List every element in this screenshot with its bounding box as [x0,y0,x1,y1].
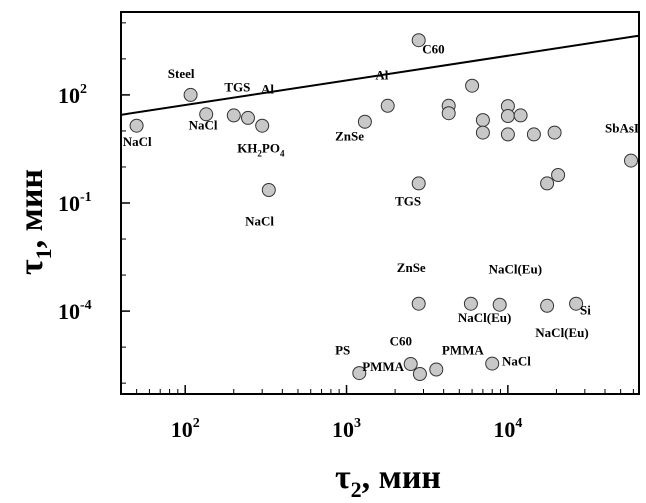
point-label: NaCl [245,213,274,228]
point-label: Steel [168,66,195,81]
point-label: Al [375,67,388,82]
data-point [465,78,480,93]
point-label: NaCl(Eu) [489,262,542,277]
y-tick-label: 10-4 [58,298,92,324]
data-point [429,362,444,377]
data-point [199,107,214,122]
point-label: Si [580,303,591,318]
data-point [513,108,528,123]
point-label: Al [261,81,274,96]
point-label: TGS [395,194,421,209]
point-label: NaCl [123,134,152,149]
x-tick-label: 104 [493,416,522,442]
point-label: C60 [422,42,444,57]
data-point [241,110,255,125]
data-point [500,109,515,123]
point-label: TGS [224,79,250,94]
x-tick-label: 103 [332,416,361,442]
y-tick-label: 10-1 [58,190,92,216]
data-point [226,108,241,123]
data-point [255,118,270,133]
x-axis-title: τ2, мин [335,459,441,502]
point-label: NaCl [189,117,218,132]
data-point [547,125,562,140]
data-point [475,125,490,140]
y-tick-label: 102 [58,82,87,108]
point-label: NaCl(Eu) [458,310,511,325]
data-point [380,98,395,113]
data-point [569,296,584,311]
data-point [129,118,144,133]
point-label: ZnSe [335,128,364,143]
point-label: NaCl(Eu) [535,325,588,340]
point-label: SbAsI [605,121,639,136]
data-point [411,33,426,48]
point-label: PMMA [362,359,404,374]
data-point [357,114,372,129]
data-point [540,298,555,313]
data-point [492,297,507,312]
data-point [624,153,638,168]
data-point [463,296,478,311]
data-point [551,168,566,182]
data-point [411,176,426,191]
y-axis-title: τ1, мин [13,169,56,275]
data-point [411,296,426,311]
point-label: C60 [390,334,412,349]
point-label: NaCl [502,353,531,368]
data-point [183,87,198,102]
data-point [540,176,555,191]
trend-line [121,34,639,116]
data-point [485,356,500,371]
point-label: ZnSe [397,260,426,275]
data-point [403,357,418,371]
point-label: PS [335,342,350,357]
data-point [352,366,367,381]
point-label: PMMA [442,342,484,357]
data-point [261,183,276,197]
data-point [441,106,456,121]
x-tick-label: 102 [171,416,200,442]
data-point [475,113,490,128]
data-point [526,127,541,142]
data-point [500,127,515,142]
data-point [412,367,427,381]
point-label: KH2PO4 [237,141,285,159]
